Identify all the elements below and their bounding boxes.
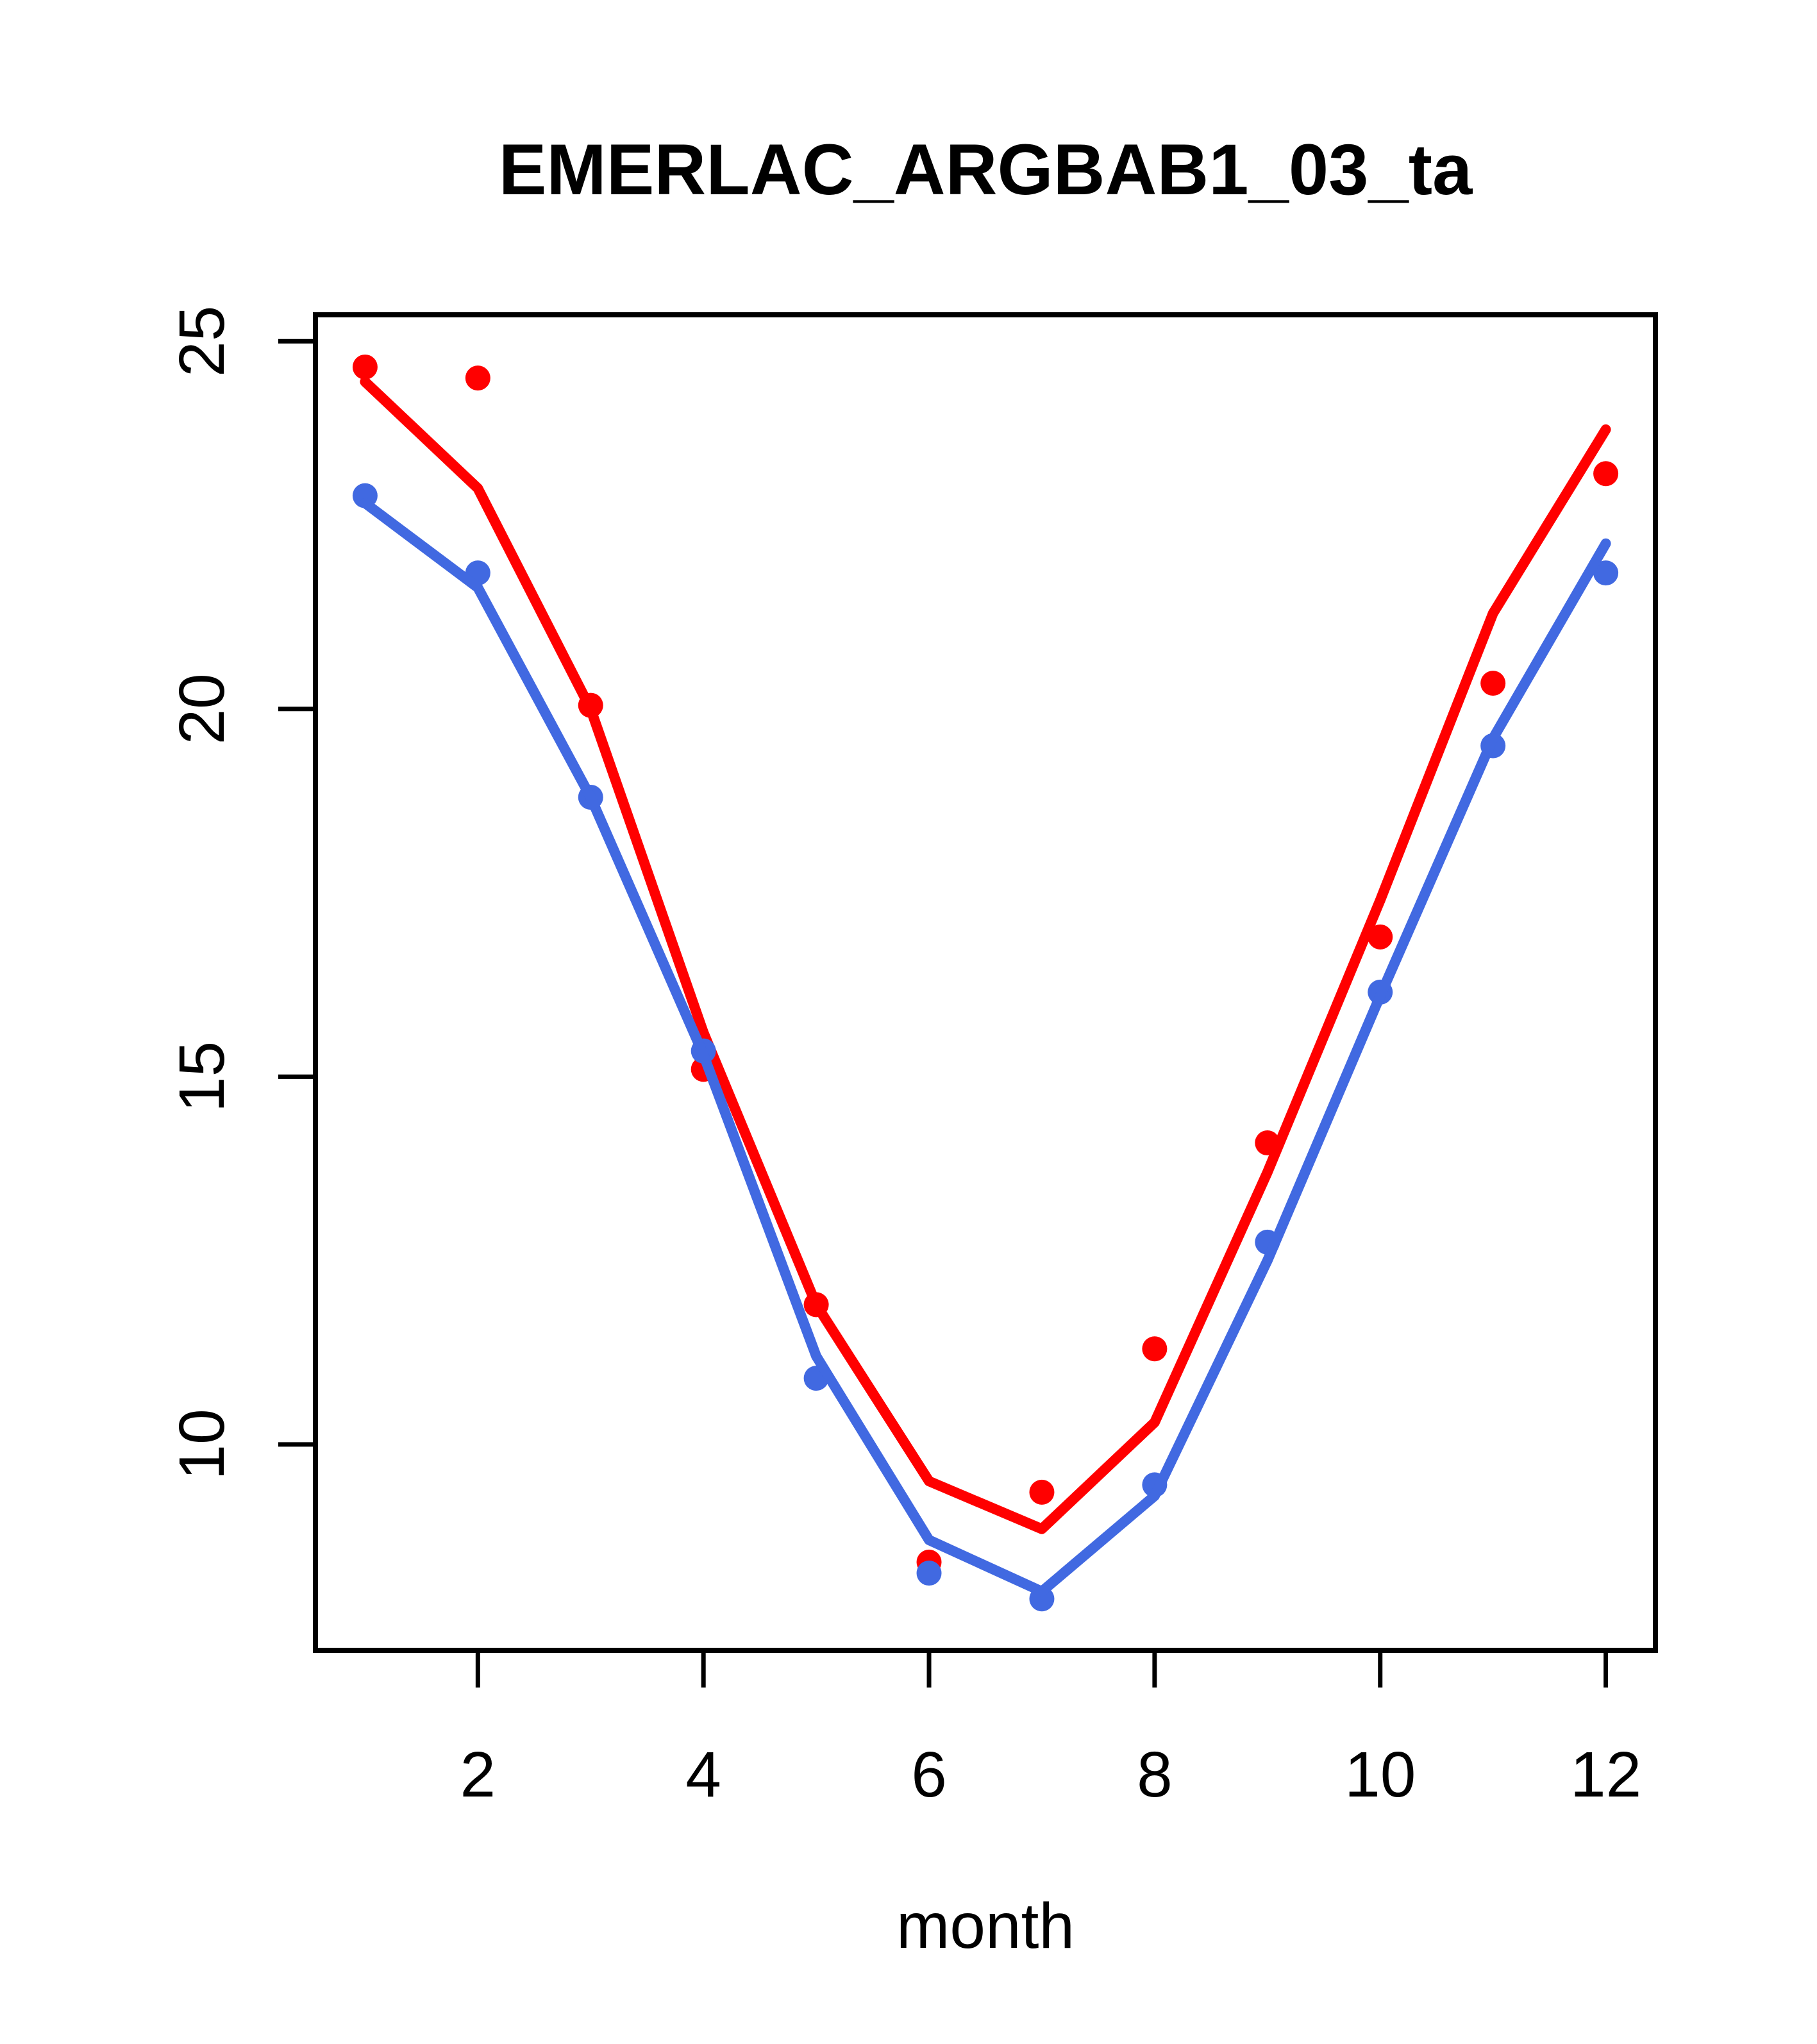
y-tick-label: 15 (166, 1041, 238, 1112)
y-tick-label: 10 (166, 1409, 238, 1480)
x-tick-label: 10 (1344, 1739, 1416, 1811)
axes: 2 4 6 8 10 12 10 15 20 25 (166, 306, 1641, 1811)
red-points-point (465, 365, 490, 391)
x-tick-label: 8 (1137, 1739, 1173, 1811)
y-tick-label: 25 (166, 306, 238, 377)
red-points-series (352, 354, 1619, 1575)
red-line (360, 376, 1611, 1534)
data-series (352, 354, 1619, 1612)
chart-title: EMERLAC_ARGBAB1_03_ta (499, 130, 1473, 210)
red-points-point (1142, 1336, 1168, 1362)
red-points-point (1480, 671, 1506, 696)
blue-line-series (360, 498, 1611, 1597)
blue-line (360, 498, 1611, 1597)
blue-points-point (1593, 560, 1619, 586)
red-line-series (360, 376, 1611, 1534)
x-tick-label: 2 (460, 1739, 496, 1811)
blue-points-point (916, 1561, 942, 1586)
red-points-point (1029, 1479, 1055, 1505)
red-points-point (1368, 924, 1393, 950)
y-tick-label: 20 (166, 673, 238, 744)
x-tick-label: 4 (685, 1739, 721, 1811)
red-points-point (1593, 461, 1619, 487)
plot-box (313, 312, 1658, 1653)
x-tick-label: 12 (1570, 1739, 1641, 1811)
red-points-point (352, 354, 378, 380)
x-axis-label: month (896, 1890, 1075, 1962)
blue-points-series (352, 483, 1619, 1612)
x-tick-label: 6 (911, 1739, 947, 1811)
